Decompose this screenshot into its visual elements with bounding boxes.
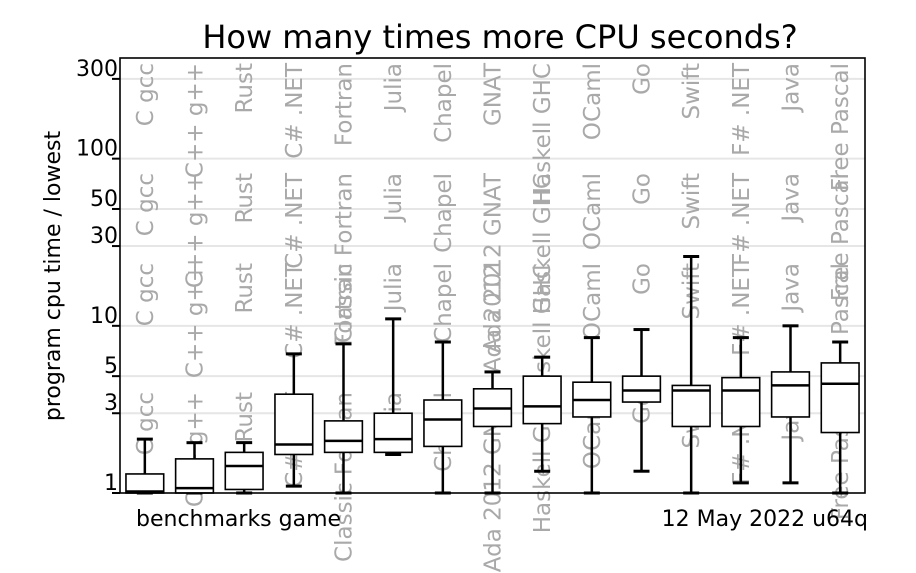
plot-frame [119,57,866,494]
language-label: OCaml [580,173,606,250]
language-label: OCaml [580,263,606,340]
language-label: C++ g++ [183,173,209,288]
language-label: C++ g++ [183,63,209,178]
language-label: Go [630,173,656,205]
language-label: Free Pascal [828,173,854,301]
language-label: Chapel [431,263,457,343]
y-tick-label: 10 [90,304,118,329]
language-label: Classic Fortran [332,173,358,343]
box [125,473,165,494]
box [323,420,364,454]
language-label: F# .NET [729,62,755,156]
language-label: Chapel [431,173,457,253]
language-label: Swift [679,63,705,120]
language-label: GNAT [481,62,507,126]
language-label: Rust [232,63,258,114]
y-axis-ticks: 1 3 5 10 30 50 100 300 [76,57,120,496]
language-label: Java [779,173,805,224]
y-tick-label: 30 [90,224,118,249]
language-label: F# .NET [729,172,755,266]
language-label: Rust [232,173,258,224]
language-label: C gcc [133,263,159,326]
box [522,375,562,425]
language-label: OCaml [580,63,606,140]
language-label: C# .NET [282,262,308,359]
y-tick-label: 300 [76,57,118,82]
language-label: Julia [381,173,407,223]
y-tick-label: 50 [90,187,118,212]
language-label: Fortran [332,263,358,346]
y-axis-title: program cpu time / lowest [41,131,66,422]
language-label: C gcc [133,173,159,236]
language-label: Pascal [828,263,854,335]
language-label: Go [630,63,656,95]
y-tick-label: 5 [104,354,118,379]
box [621,375,662,403]
chart-title: How many times more CPU seconds? [202,18,797,56]
language-label: Fortran [332,63,358,146]
box [770,371,811,418]
y-tick-label: 3 [104,391,118,416]
language-label: Haskell GHC [530,173,556,314]
language-label: Java [779,263,805,314]
language-label: C++ g++ [183,263,209,378]
language-label: Haskell GHC [530,63,556,204]
language-label: Rust [232,392,258,443]
language-label: Ada 2012 GNAT [481,172,507,353]
box-plots [125,254,860,495]
language-label: C# .NET [282,172,308,269]
language-label: C# .NET [282,62,308,159]
language-label: Go [630,263,656,295]
language-label: Rust [232,263,258,314]
box [373,412,413,454]
language-label: Chapel [431,63,457,143]
box [423,399,463,448]
grid-lines [120,77,865,415]
language-label: Free Pascal [828,63,854,191]
box [721,376,761,428]
y-tick-label: 1 [104,471,118,496]
footer-left: benchmarks game [136,507,341,532]
language-label: Java [779,63,805,114]
language-label: Julia [381,263,407,313]
language-label: Swift [679,173,705,230]
language-label: C gcc [133,63,159,126]
box [820,362,860,434]
language-labels: C gcc C++ g++ Rust C# .NET Fortran Julia Chape… [133,62,854,572]
y-tick-label: 100 [76,137,118,162]
footer-right: 12 May 2022 u64q [662,507,868,532]
language-label: Ada 2012 [481,263,507,373]
box [671,384,711,428]
language-label: Julia [381,63,407,113]
box [224,451,264,491]
